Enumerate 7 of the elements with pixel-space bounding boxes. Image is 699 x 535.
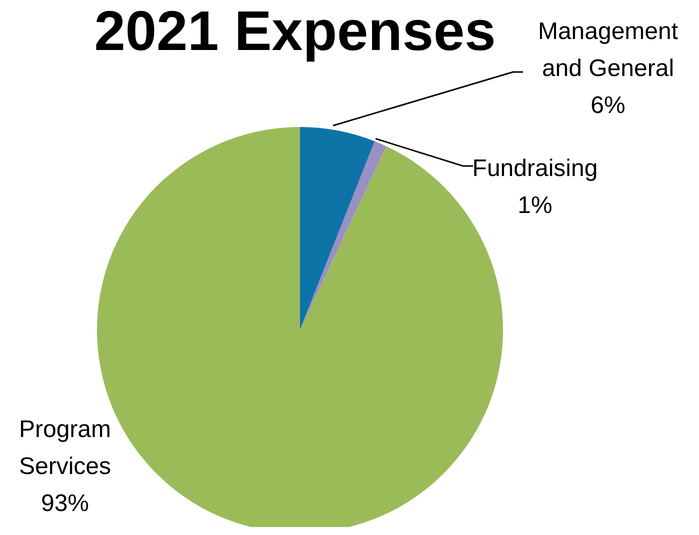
slice-label: Management and General bbox=[538, 18, 678, 82]
slice-label: Fundraising bbox=[472, 154, 598, 182]
data-label: 6% bbox=[590, 92, 626, 119]
data-label: 1% bbox=[518, 192, 552, 219]
data-label: 93% bbox=[40, 490, 90, 517]
slice-label: Program Services bbox=[18, 416, 112, 480]
chart-title: 2021 Expenses bbox=[94, 0, 496, 62]
